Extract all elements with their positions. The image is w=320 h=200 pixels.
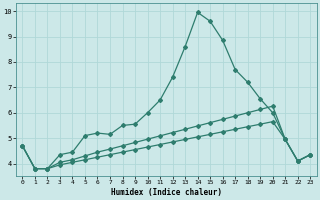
X-axis label: Humidex (Indice chaleur): Humidex (Indice chaleur) <box>111 188 222 197</box>
